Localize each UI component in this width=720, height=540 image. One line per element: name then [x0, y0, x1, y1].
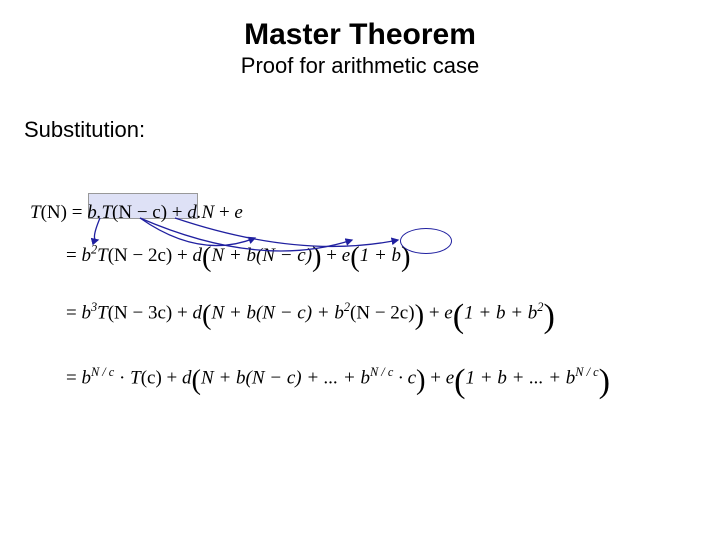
eq4-epart-a: 1 + b + ... + b: [466, 368, 576, 389]
eq3-rparen1: ): [415, 289, 425, 343]
eq3-lparen2: (: [453, 285, 464, 350]
eq4-bexp: N / c: [91, 365, 114, 379]
eq4-dpart-b: · c: [393, 368, 416, 389]
eq3-plus1: +: [172, 303, 192, 324]
eq2-T: T: [97, 245, 108, 266]
eq3-Targ: (N − 3c): [108, 303, 173, 324]
eq4-b: b: [81, 368, 91, 389]
eq4-e: e: [446, 368, 454, 389]
equation-line-3: = b3T(N − 3c) + d(N + b(N − c) + b2(N − …: [30, 285, 610, 350]
eq2-b: b: [81, 245, 91, 266]
page-subtitle: Proof for arithmetic case: [20, 53, 700, 79]
eq1-t1: b.T: [87, 202, 112, 223]
eq3-T: T: [97, 303, 108, 324]
eq2-Targ: (N − 2c): [108, 245, 173, 266]
eq4-d: d: [182, 368, 192, 389]
eq3-b: b: [81, 303, 91, 324]
eq2-rparen1: ): [312, 231, 322, 285]
eq2-plus1: +: [172, 245, 192, 266]
eq4-plus1: +: [162, 368, 182, 389]
page-title: Master Theorem: [20, 18, 700, 51]
eq4-lparen2: (: [454, 350, 465, 415]
equations-block: T(N) = b.T(N − c) + d.N + e = b2T(N − 2c…: [30, 195, 610, 415]
eq1-plus2: +: [214, 202, 234, 223]
eq3-d: d: [192, 303, 202, 324]
eq1-plus1: +: [167, 202, 187, 223]
eq3-rparen2: ): [543, 285, 554, 350]
eq2-e: e: [342, 245, 350, 266]
eq1-lhs: T: [30, 202, 41, 223]
eq4-eq: =: [66, 368, 81, 389]
eq1-t3: e: [234, 202, 242, 223]
eq3-plus2: +: [424, 303, 444, 324]
eq4-dpart-a: N + b(N − c) + ... + b: [201, 368, 370, 389]
eq4-Targ: (c): [141, 368, 162, 389]
eq3-epart-a: 1 + b + b: [464, 303, 537, 324]
eq2-epart: 1 + b: [360, 245, 401, 266]
eq1-eq: =: [67, 202, 87, 223]
eq4-eexp: N / c: [575, 365, 598, 379]
eq4-dot1: ·: [114, 368, 130, 389]
eq3-dpart-b: (N − 2c): [350, 303, 415, 324]
eq2-lparen2: (: [350, 231, 360, 285]
eq2-rparen2: ): [401, 231, 411, 285]
eq1-t2: d.N: [187, 202, 214, 223]
equation-line-1: T(N) = b.T(N − c) + d.N + e: [30, 195, 610, 231]
eq4-T: T: [130, 368, 141, 389]
eq4-plus2: +: [426, 368, 446, 389]
eq2-dpart: N + b(N − c): [211, 245, 312, 266]
section-label: Substitution:: [24, 117, 700, 143]
eq4-rparen2: ): [599, 350, 610, 415]
eq2-d: d: [192, 245, 202, 266]
eq4-dexp: N / c: [370, 365, 393, 379]
slide: Master Theorem Proof for arithmetic case…: [0, 0, 720, 540]
eq4-rparen1: ): [416, 354, 426, 408]
eq3-dpart-a: N + b(N − c) + b: [211, 303, 343, 324]
eq4-lparen1: (: [192, 354, 202, 408]
eq2-eq: =: [66, 245, 81, 266]
eq3-e: e: [444, 303, 452, 324]
eq1-lhs-arg: (N): [41, 202, 67, 223]
eq2-plus2: +: [322, 245, 342, 266]
eq3-eq: =: [66, 303, 81, 324]
eq1-t1arg: (N − c): [112, 202, 167, 223]
equation-line-2: = b2T(N − 2c) + d(N + b(N − c)) + e(1 + …: [30, 231, 610, 285]
equation-line-4: = bN / c · T(c) + d(N + b(N − c) + ... +…: [30, 350, 610, 415]
